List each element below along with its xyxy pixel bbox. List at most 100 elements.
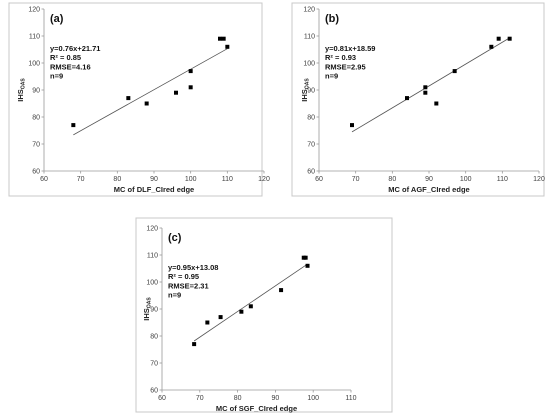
y-axis-label: IHSOAS: [16, 78, 27, 102]
data-point: [496, 36, 501, 41]
data-point: [239, 309, 244, 314]
x-axis-label: MC of AGF_CIred edge: [388, 185, 469, 194]
data-point: [489, 44, 494, 49]
x-tick-label: 90: [425, 176, 433, 183]
regression-stat: RMSE=2.95: [325, 62, 366, 71]
x-axis-label: MC of SGF_CIred edge: [216, 404, 297, 413]
chart-panel-2: 60 70 80 90 100 110 120 60 70 80 90 100 110 120 MC of …: [291, 2, 545, 197]
data-point: [305, 263, 310, 268]
x-tick-label: 100: [185, 176, 197, 183]
chart-frame: [8, 2, 263, 197]
data-point: [434, 101, 439, 106]
x-tick-label: 120: [258, 176, 270, 183]
panel-label: (a): [50, 13, 64, 25]
y-tick-label: 100: [28, 61, 40, 68]
y-tick-label: 90: [307, 88, 315, 95]
regression-stat: y=0.76x+21.71: [50, 44, 100, 53]
data-point: [507, 36, 512, 41]
regression-stat: n=9: [325, 72, 338, 81]
trend-line: [351, 37, 510, 133]
y-tick-label: 90: [32, 88, 40, 95]
data-point: [279, 288, 284, 293]
y-axis-label: IHSOAS: [300, 78, 311, 102]
y-axis-label-subscript: OAS: [21, 78, 27, 90]
y-axis-label-subscript: OAS: [305, 78, 311, 90]
data-point: [71, 123, 76, 128]
data-point: [192, 342, 197, 347]
x-tick-label: 60: [158, 395, 166, 402]
regression-stat: y=0.81x+18.59: [325, 44, 375, 53]
x-tick-label: 90: [272, 395, 280, 402]
y-tick-label: 70: [32, 142, 40, 149]
data-point: [405, 96, 409, 101]
y-tick-label: 70: [307, 142, 315, 149]
y-tick-label: 120: [303, 7, 315, 14]
data-point: [218, 36, 222, 41]
data-point: [218, 315, 223, 320]
y-tick-label: 80: [150, 334, 158, 341]
y-tick-label: 120: [146, 226, 158, 233]
x-tick-label: 120: [533, 176, 545, 183]
data-point: [188, 69, 193, 74]
panel-label: (c): [168, 232, 182, 244]
data-point: [423, 85, 428, 90]
x-tick-label: 60: [40, 176, 48, 183]
regression-stat: n=9: [168, 291, 181, 300]
x-tick-label: 80: [388, 176, 396, 183]
regression-stat: R² = 0.95: [168, 272, 199, 281]
regression-stat: y=0.95x+13.08: [168, 263, 218, 272]
y-axis-label: IHSOAS: [142, 297, 153, 321]
x-tick-label: 60: [315, 176, 323, 183]
y-axis-label-subscript: OAS: [147, 297, 153, 309]
regression-stat: R² = 0.85: [50, 53, 81, 62]
x-tick-label: 80: [113, 176, 121, 183]
y-tick-label: 100: [303, 61, 315, 68]
y-tick-label: 60: [32, 169, 40, 176]
data-point: [452, 69, 457, 74]
data-point: [144, 101, 149, 106]
data-point: [303, 255, 308, 260]
chart-panel-1: 60 70 80 90 100 110 120 60 70 80 90 100 110 120 MC of …: [8, 2, 270, 197]
trend-line: [193, 263, 308, 342]
x-tick-label: 70: [352, 176, 360, 183]
data-point: [225, 44, 230, 49]
x-tick-label: 70: [196, 395, 204, 402]
data-point: [248, 304, 253, 309]
x-tick-label: 110: [222, 176, 233, 183]
data-point: [205, 320, 210, 325]
data-point: [126, 96, 131, 101]
trend-line: [73, 48, 228, 136]
regression-stat: R² = 0.93: [325, 53, 356, 62]
x-tick-label: 80: [234, 395, 242, 402]
x-tick-label: 100: [460, 176, 472, 183]
y-tick-label: 110: [147, 253, 158, 260]
y-tick-label: 90: [150, 307, 158, 314]
y-tick-label: 60: [150, 388, 158, 395]
regression-stat: n=9: [50, 72, 63, 81]
panel-label: (b): [325, 13, 339, 25]
y-tick-label: 80: [32, 115, 40, 122]
data-point: [221, 36, 226, 41]
y-tick-label: 100: [146, 280, 158, 287]
chart-frame: [291, 2, 545, 197]
y-tick-label: 110: [304, 34, 315, 41]
x-tick-label: 110: [497, 176, 508, 183]
y-tick-label: 80: [307, 115, 315, 122]
regression-stat: RMSE=4.16: [50, 62, 91, 71]
regression-stat: RMSE=2.31: [168, 281, 209, 290]
y-tick-label: 60: [307, 169, 315, 176]
chart-frame: [135, 217, 393, 413]
chart-panel-3: 60 70 80 90 100 110 60 70 80 90 100 110 120 MC of SGF…: [135, 217, 393, 413]
x-tick-label: 90: [150, 176, 158, 183]
x-tick-label: 100: [307, 395, 319, 402]
y-tick-label: 110: [29, 34, 40, 41]
data-point: [174, 90, 178, 95]
data-point: [350, 123, 354, 128]
data-point: [423, 90, 428, 95]
x-tick-label: 70: [77, 176, 85, 183]
data-point: [188, 85, 193, 90]
x-axis-label: MC of DLF_CIred edge: [114, 185, 194, 194]
x-tick-label: 110: [345, 395, 356, 402]
y-tick-label: 120: [28, 7, 40, 14]
